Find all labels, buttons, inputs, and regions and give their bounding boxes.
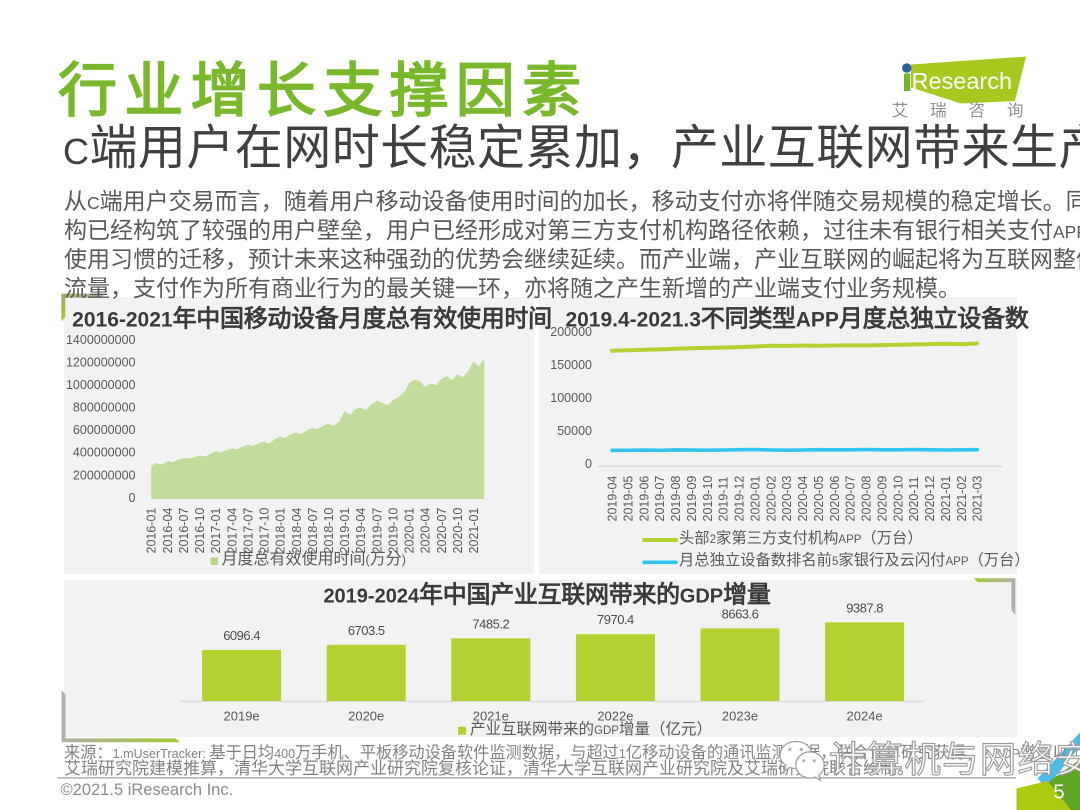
svg-text:2018-07: 2018-07	[306, 508, 320, 554]
svg-text:2020-05: 2020-05	[812, 476, 826, 522]
svg-text:2016-04: 2016-04	[161, 508, 175, 554]
svg-text:2019-07: 2019-07	[370, 508, 384, 554]
svg-text:2019-06: 2019-06	[637, 476, 651, 522]
svg-text:2021e: 2021e	[473, 708, 509, 723]
svg-text:2021-03: 2021-03	[971, 476, 985, 522]
svg-text:2020-08: 2020-08	[860, 476, 874, 522]
svg-text:2020-03: 2020-03	[780, 476, 794, 522]
svg-text:2019-05: 2019-05	[621, 476, 635, 522]
svg-text:2022e: 2022e	[597, 708, 633, 723]
svg-text:2017-04: 2017-04	[225, 508, 239, 554]
svg-text:800000000: 800000000	[73, 401, 136, 415]
svg-text:2018-04: 2018-04	[290, 508, 304, 554]
svg-text:2021-01: 2021-01	[467, 508, 481, 554]
svg-text:2019-01: 2019-01	[338, 508, 352, 554]
svg-text:6703.5: 6703.5	[348, 623, 385, 638]
svg-text:2019e: 2019e	[224, 708, 260, 723]
svg-text:2019-2024年中国产业互联网带来的GDP增量: 2019-2024年中国产业互联网带来的GDP增量	[323, 581, 770, 609]
svg-text:8663.6: 8663.6	[722, 606, 759, 621]
svg-text:2019-08: 2019-08	[669, 476, 683, 522]
svg-text:2023e: 2023e	[722, 708, 758, 723]
svg-text:200000000: 200000000	[73, 468, 136, 482]
svg-text:2020e: 2020e	[348, 708, 384, 723]
svg-text:2019.4-2021.3不同类型APP月度总独立设备数: 2019.4-2021.3不同类型APP月度总独立设备数	[565, 304, 1029, 332]
svg-text:2020-07: 2020-07	[435, 508, 449, 554]
svg-text:2020-07: 2020-07	[844, 476, 858, 522]
svg-text:2019-09: 2019-09	[685, 476, 699, 522]
svg-text:2020-06: 2020-06	[828, 476, 842, 522]
svg-text:1400000000: 1400000000	[66, 333, 136, 347]
svg-text:2019-11: 2019-11	[717, 477, 731, 522]
svg-text:600000000: 600000000	[73, 423, 136, 437]
svg-text:2020-04: 2020-04	[419, 508, 433, 554]
svg-text:7485.2: 7485.2	[472, 616, 509, 631]
svg-text:2016-01: 2016-01	[145, 508, 159, 554]
svg-text:2019-04: 2019-04	[606, 476, 620, 522]
svg-text:2020-11: 2020-11	[907, 477, 921, 522]
svg-text:5: 5	[1053, 781, 1064, 804]
svg-text:150000: 150000	[550, 358, 592, 372]
svg-text:2018-01: 2018-01	[274, 508, 288, 554]
svg-text:2020-02: 2020-02	[764, 476, 778, 522]
svg-text:2019-10: 2019-10	[387, 508, 401, 554]
svg-text:2020-12: 2020-12	[923, 476, 937, 522]
svg-text:2016-10: 2016-10	[193, 508, 207, 554]
svg-text:2019-10: 2019-10	[701, 476, 715, 522]
svg-text:2020-10: 2020-10	[451, 508, 465, 554]
svg-text:2020-01: 2020-01	[748, 476, 762, 522]
svg-text:2019-12: 2019-12	[733, 476, 747, 522]
svg-text:9387.8: 9387.8	[846, 600, 883, 615]
svg-text:1200000000: 1200000000	[66, 355, 136, 369]
svg-text:2017-10: 2017-10	[258, 508, 272, 554]
svg-text:2016-07: 2016-07	[177, 508, 191, 554]
svg-text:2020-04: 2020-04	[796, 476, 810, 522]
svg-text:2017-07: 2017-07	[241, 508, 255, 554]
svg-text:2017-01: 2017-01	[209, 508, 223, 554]
svg-text:2020-10: 2020-10	[891, 476, 905, 522]
svg-text:2021-01: 2021-01	[939, 476, 953, 522]
svg-text:2020-09: 2020-09	[876, 476, 890, 522]
svg-text:2019-07: 2019-07	[653, 476, 667, 522]
svg-text:2019-04: 2019-04	[354, 508, 368, 554]
svg-text:200000: 200000	[550, 325, 592, 339]
svg-text:2024e: 2024e	[847, 708, 883, 723]
svg-text:2016-2021年中国移动设备月度总有效使用时间: 2016-2021年中国移动设备月度总有效使用时间	[72, 304, 552, 332]
svg-text:1000000000: 1000000000	[66, 378, 136, 392]
svg-text:6096.4: 6096.4	[223, 628, 260, 643]
svg-text:7970.4: 7970.4	[597, 612, 634, 627]
svg-text:2018-10: 2018-10	[322, 508, 336, 554]
svg-text:2021-02: 2021-02	[955, 476, 969, 522]
svg-text:0: 0	[585, 457, 592, 471]
svg-text:Research: Research	[912, 68, 1013, 94]
svg-text:400000000: 400000000	[73, 446, 136, 460]
svg-text:50000: 50000	[557, 424, 592, 438]
svg-text:0: 0	[129, 491, 136, 505]
svg-text:2020-01: 2020-01	[403, 508, 417, 554]
svg-text:100000: 100000	[550, 391, 592, 405]
